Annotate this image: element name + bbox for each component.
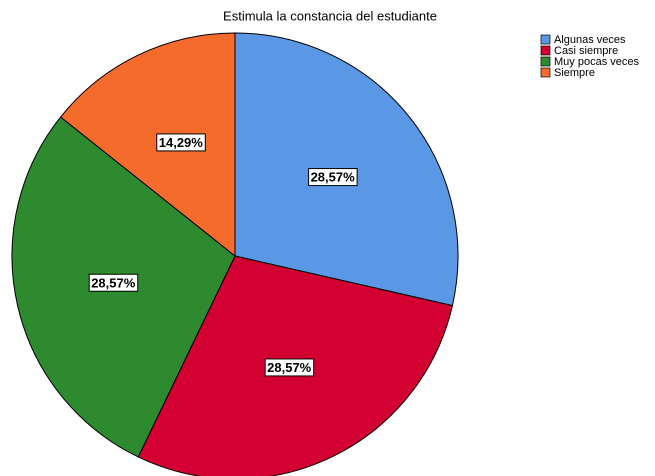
legend-label: Siempre <box>554 67 595 79</box>
data-label: 28,57% <box>311 170 356 185</box>
legend-label: Muy pocas veces <box>554 56 639 68</box>
legend-swatch <box>540 34 551 45</box>
data-label: 28,57% <box>91 275 136 290</box>
legend-swatch <box>540 56 551 67</box>
pie-slice <box>59 32 236 258</box>
legend-label: Casi siempre <box>554 45 618 57</box>
legend-swatch <box>540 67 551 78</box>
data-label-box <box>88 273 139 292</box>
data-label: 28,57% <box>267 360 312 375</box>
data-label-box <box>308 168 358 187</box>
data-label: 14,29% <box>159 135 204 150</box>
legend-swatch <box>540 45 551 56</box>
data-label-box <box>264 358 315 377</box>
legend-label: Algunas veces <box>554 34 626 46</box>
data-label-box <box>156 133 206 152</box>
chart-title: Estimula la constancia del estudiante <box>223 8 437 23</box>
